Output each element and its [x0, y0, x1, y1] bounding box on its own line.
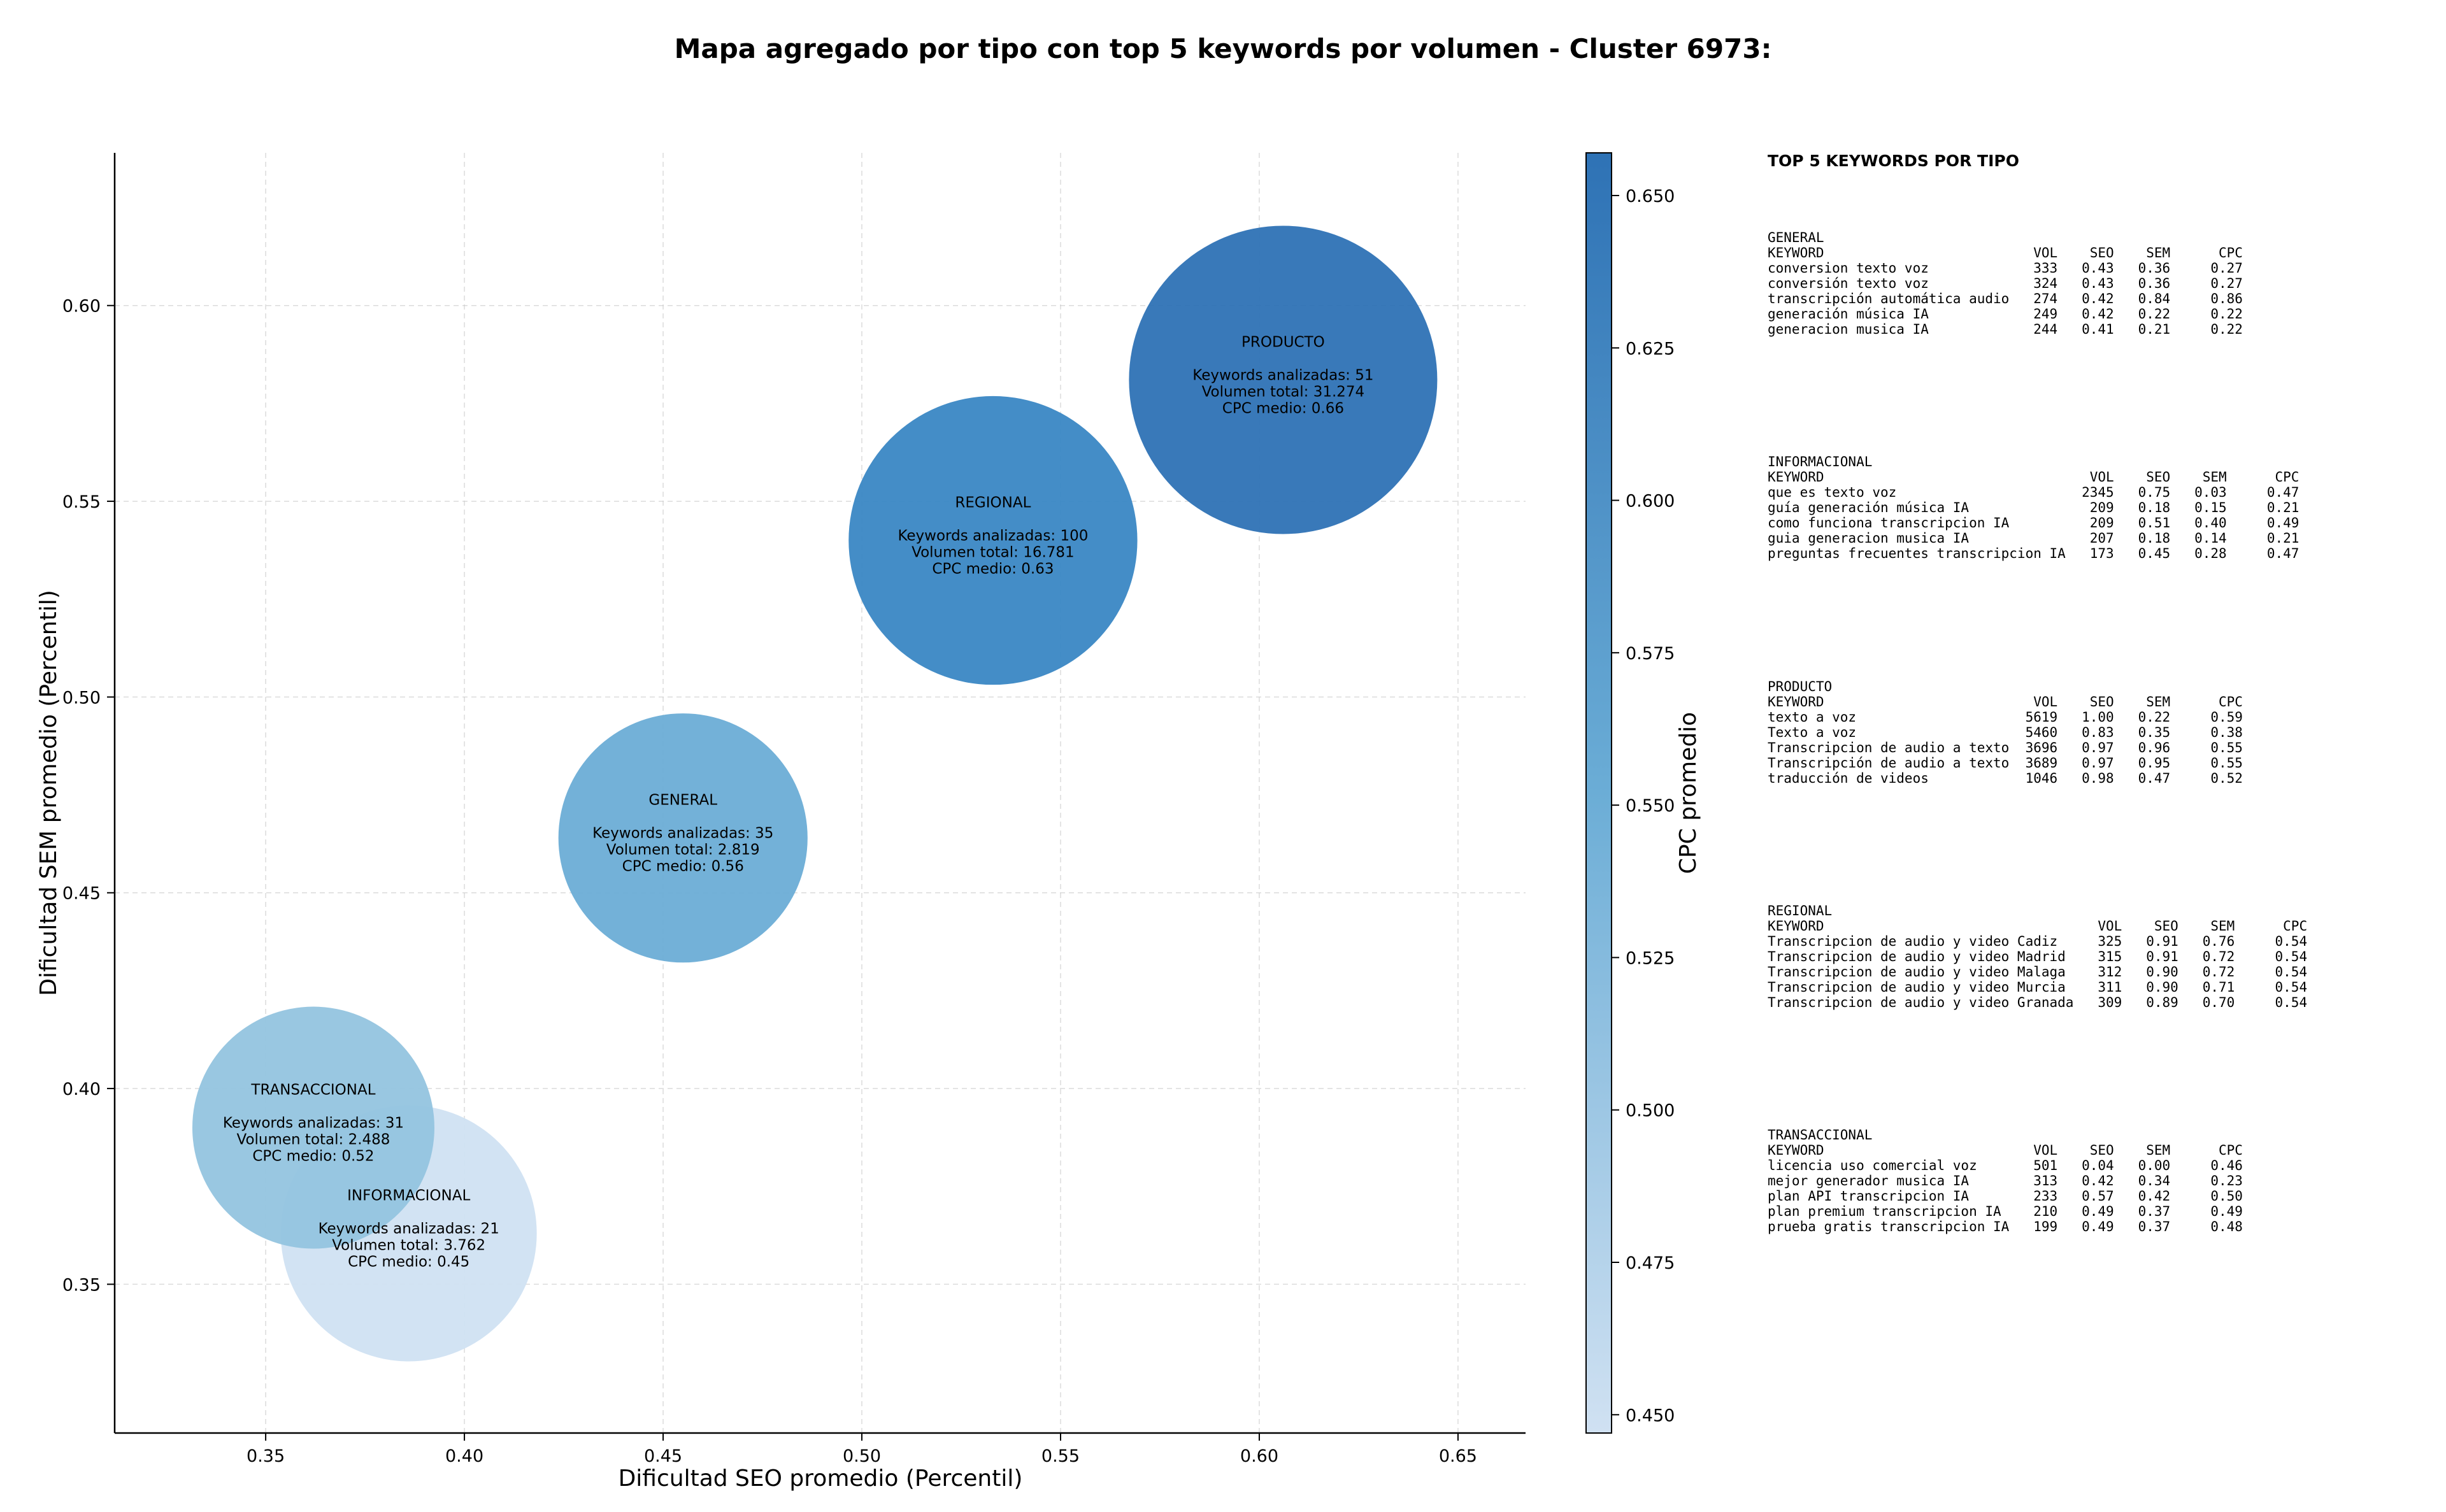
bubble-keywords-label: Keywords analizadas: 35 — [592, 825, 773, 842]
bubble-cpc-label: CPC medio: 0.66 — [1222, 401, 1344, 417]
bubble-regional — [848, 396, 1138, 685]
bubble-keywords-label: Keywords analizadas: 51 — [1192, 367, 1373, 384]
y-tick-label: 0.50 — [62, 688, 101, 708]
x-tick-label: 0.55 — [1041, 1446, 1080, 1466]
y-tick-label: 0.35 — [62, 1275, 101, 1295]
panel-section-informacional: INFORMACIONAL KEYWORD VOL SEO SEM CPC qu… — [1768, 454, 2299, 561]
bubble-cpc-label: CPC medio: 0.45 — [348, 1254, 469, 1271]
x-tick-label: 0.35 — [247, 1446, 285, 1466]
colorbar-tick-label: 0.550 — [1626, 796, 1675, 816]
bubble-cpc-label: CPC medio: 0.52 — [252, 1148, 374, 1165]
bubble-volume-label: Volumen total: 31.274 — [1202, 384, 1365, 401]
panel-section-producto: PRODUCTO KEYWORD VOL SEO SEM CPC texto a… — [1768, 679, 2243, 786]
x-tick-label: 0.65 — [1439, 1446, 1477, 1466]
x-tick-label: 0.45 — [644, 1446, 682, 1466]
colorbar-tick-label: 0.475 — [1626, 1253, 1675, 1273]
x-tick-label: 0.50 — [843, 1446, 881, 1466]
colorbar-tick-label: 0.650 — [1626, 187, 1675, 206]
panel-section-general: GENERAL KEYWORD VOL SEO SEM CPC conversi… — [1768, 230, 2243, 337]
bubble-type-label: REGIONAL — [955, 495, 1031, 511]
ticks: 0.35 0.40 0.45 0.50 0.55 0.60 0.65 0.35 0.40 0.45… — [62, 297, 1477, 1466]
bubble-keywords-label: Keywords analizadas: 31 — [223, 1115, 404, 1132]
colorbar-tick-label: 0.575 — [1626, 644, 1675, 664]
bubble-transaccional — [192, 1006, 434, 1249]
colorbar-tick-label: 0.525 — [1626, 948, 1675, 968]
colorbar-tick-label: 0.600 — [1626, 492, 1675, 511]
y-tick-label: 0.55 — [62, 492, 101, 512]
x-tick-label: 0.60 — [1240, 1446, 1278, 1466]
colorbar-label: CPC promedio — [1675, 712, 1701, 874]
bubble-keywords-label: Keywords analizadas: 100 — [898, 528, 1088, 545]
bubble-volume-label: Volumen total: 2.488 — [237, 1132, 390, 1148]
bubble-cpc-label: CPC medio: 0.63 — [932, 561, 1054, 578]
bubble-general — [558, 713, 808, 963]
bubble-type-label: TRANSACCIONAL — [250, 1082, 375, 1099]
bubble-type-label: INFORMACIONAL — [347, 1188, 470, 1204]
bubble-producto — [1129, 225, 1438, 534]
bubble-volume-label: Volumen total: 2.819 — [606, 842, 760, 859]
panel-section-transaccional: TRANSACCIONAL KEYWORD VOL SEO SEM CPC li… — [1768, 1127, 2243, 1234]
y-tick-label: 0.40 — [62, 1080, 101, 1099]
bubble-volume-label: Volumen total: 16.781 — [912, 545, 1075, 561]
colorbar-tick-label: 0.450 — [1626, 1406, 1675, 1425]
colorbar: 0.450 0.475 0.500 0.525 0.550 0.575 0.600 0.625… — [1585, 152, 1675, 1434]
chart-title: Mapa agregado por tipo con top 5 keyword… — [674, 33, 1772, 64]
panel-section-regional: REGIONAL KEYWORD VOL SEO SEM CPC Transcr… — [1768, 903, 2308, 1010]
x-tick-label: 0.40 — [445, 1446, 483, 1466]
colorbar-gradient — [1585, 152, 1612, 1434]
bubble-keywords-label: Keywords analizadas: 21 — [318, 1221, 499, 1237]
y-axis-label: Dificultad SEM promedio (Percentil) — [36, 590, 62, 996]
x-axis-label: Dificultad SEO promedio (Percentil) — [619, 1466, 1023, 1492]
y-tick-label: 0.45 — [62, 884, 101, 904]
bubble-type-label: PRODUCTO — [1241, 334, 1325, 351]
panel-heading: TOP 5 KEYWORDS POR TIPO — [1768, 152, 2019, 170]
y-tick-label: 0.60 — [62, 297, 101, 317]
bubble-volume-label: Volumen total: 3.762 — [332, 1237, 485, 1254]
bubble-type-label: GENERAL — [648, 792, 717, 809]
bubble-cpc-label: CPC medio: 0.56 — [622, 859, 744, 875]
colorbar-tick-label: 0.500 — [1626, 1101, 1675, 1121]
axes — [113, 153, 1526, 1434]
colorbar-tick-label: 0.625 — [1626, 339, 1675, 359]
